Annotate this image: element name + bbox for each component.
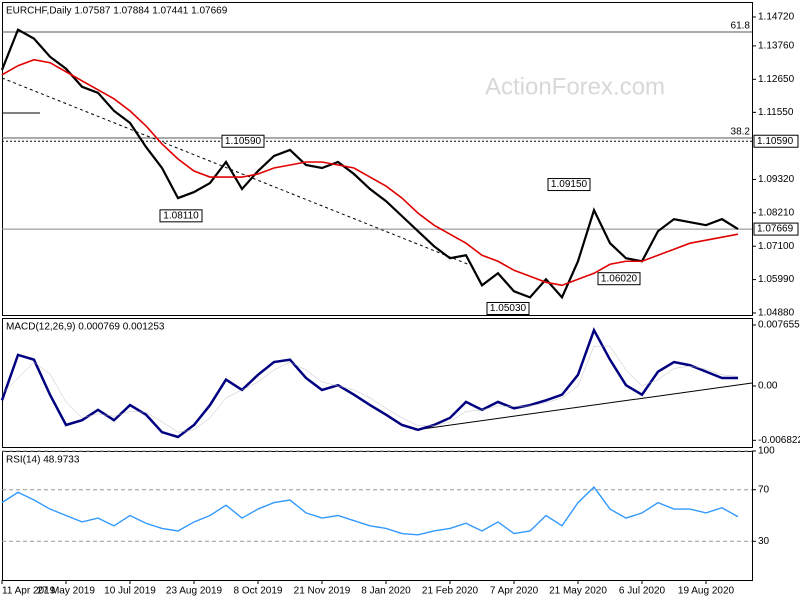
x-tick-label: 27 May 2019 [37,586,95,597]
y-tick-label: 1.14720 [758,12,795,23]
x-tick-label: 21 Nov 2019 [294,586,351,597]
y-tick-label: 1.08210 [758,207,795,218]
x-tick-label: 8 Oct 2019 [234,586,283,597]
y-tick-label: 100 [758,446,775,457]
price-level-label: 1.07669 [757,224,794,235]
annotation-box [597,272,641,286]
annotation-box [221,134,265,148]
panel-title: MACD(12,26,9) 0.000769 0.001253 [6,322,165,333]
annotation-label: 1.10590 [225,136,262,147]
x-tick-label: 8 Jan 2020 [361,586,411,597]
price-level-box [753,134,799,148]
series-line [0,28,739,300]
annotation-box [486,301,530,315]
price-level-label: 1.10590 [757,136,794,147]
x-tick-label: 21 May 2020 [549,586,607,597]
series-line [1,58,739,287]
series-line [0,327,738,439]
series-line [1,486,739,536]
series-line [1,345,739,433]
x-tick-label: 10 Jul 2019 [104,586,156,597]
y-tick-label: 1.11550 [758,107,794,118]
annotation-label: 1.06020 [601,273,638,284]
x-tick-label: 19 Aug 2020 [678,586,735,597]
y-tick-label: 1.07100 [758,241,795,252]
annotation-label: 1.09150 [551,179,588,190]
price-level-box [753,222,799,236]
panel-title: RSI(14) 48.9733 [6,455,80,466]
y-tick-label: 70 [758,484,770,495]
x-tick-label: 11 Apr 2019 [2,586,56,597]
y-tick-label: -0.006822 [758,435,800,446]
y-tick-label: 1.09320 [758,174,795,185]
x-tick-label: 6 Jul 2020 [619,586,666,597]
y-tick-label: 1.12650 [758,74,795,85]
rsi-panel [2,451,753,581]
y-tick-label: 1.04880 [758,308,795,319]
y-tick-label: 30 [758,536,770,547]
x-tick-label: 21 Feb 2020 [422,586,479,597]
fib-label: 61.8 [731,21,751,32]
y-tick-label: 1.13760 [758,41,795,52]
watermark: ActionForex.com [485,73,665,100]
annotation-box [159,209,203,223]
y-tick-label: 1.05990 [758,274,795,285]
macd-panel [2,318,753,448]
y-tick-label: 0.00 [758,381,778,392]
macd-trend-line [414,382,753,431]
annotation-label: 1.08110 [163,210,199,221]
fib-label: 38.2 [731,127,751,138]
y-tick-label: 0.007655 [758,320,800,331]
annotation-label: 1.05030 [490,303,527,314]
price-panel [2,2,753,316]
panel-title: EURCHF,Daily 1.07587 1.07884 1.07441 1.0… [6,6,228,17]
annotation-box [547,178,591,192]
x-tick-label: 23 Aug 2019 [166,586,223,597]
x-tick-label: 7 Apr 2020 [490,586,539,597]
